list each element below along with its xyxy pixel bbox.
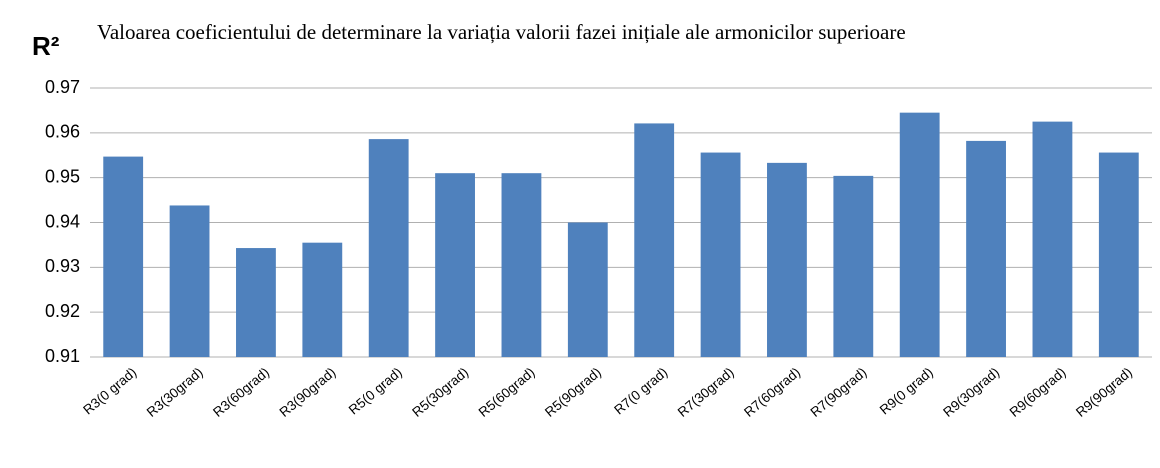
y-tick-label: 0.96 [45,122,80,142]
x-tick-label: R9(60grad) [1007,365,1069,420]
x-tick-label: R9(90grad) [1073,365,1135,420]
x-tick-label: R9(0 grad) [877,365,936,418]
x-tick-label: R3(0 grad) [80,365,139,418]
bar [700,152,741,357]
chart-title: Valoarea coeficientului de determinare l… [97,20,906,44]
x-tick-label: R5(90grad) [542,365,604,420]
bar [966,140,1006,357]
y-tick-label: 0.97 [45,77,80,97]
bar [103,156,144,357]
x-tick-label: R3(90grad) [277,365,339,420]
bar [302,242,343,357]
bar [236,248,276,357]
bar [833,175,874,357]
x-tick-label: R5(0 grad) [346,365,405,418]
bar [899,112,940,358]
y-tick-label: 0.93 [45,256,80,276]
bar [634,123,675,357]
x-tick-label: R9(30grad) [940,365,1002,420]
x-tick-label: R7(60grad) [741,365,803,420]
x-tick-label: R7(0 grad) [611,365,670,418]
bar [169,205,210,357]
bar [767,162,807,357]
bar [567,222,608,357]
y-tick-label: 0.95 [45,166,80,186]
bar [368,139,409,357]
bar [1098,152,1139,357]
x-tick-label: R7(90grad) [808,365,870,420]
y-axis-label: R² [32,31,60,61]
x-tick-label: R3(60grad) [210,365,272,420]
x-tick-label: R3(30grad) [144,365,206,420]
x-tick-label: R7(30grad) [675,365,737,420]
y-tick-label: 0.94 [45,211,80,231]
x-tick-label: R5(30grad) [409,365,471,420]
x-tick-label: R5(60grad) [476,365,538,420]
bar [501,173,542,357]
bar [1032,121,1073,357]
y-tick-label: 0.92 [45,301,80,321]
bar [435,173,475,357]
y-tick-label: 0.91 [45,346,80,366]
